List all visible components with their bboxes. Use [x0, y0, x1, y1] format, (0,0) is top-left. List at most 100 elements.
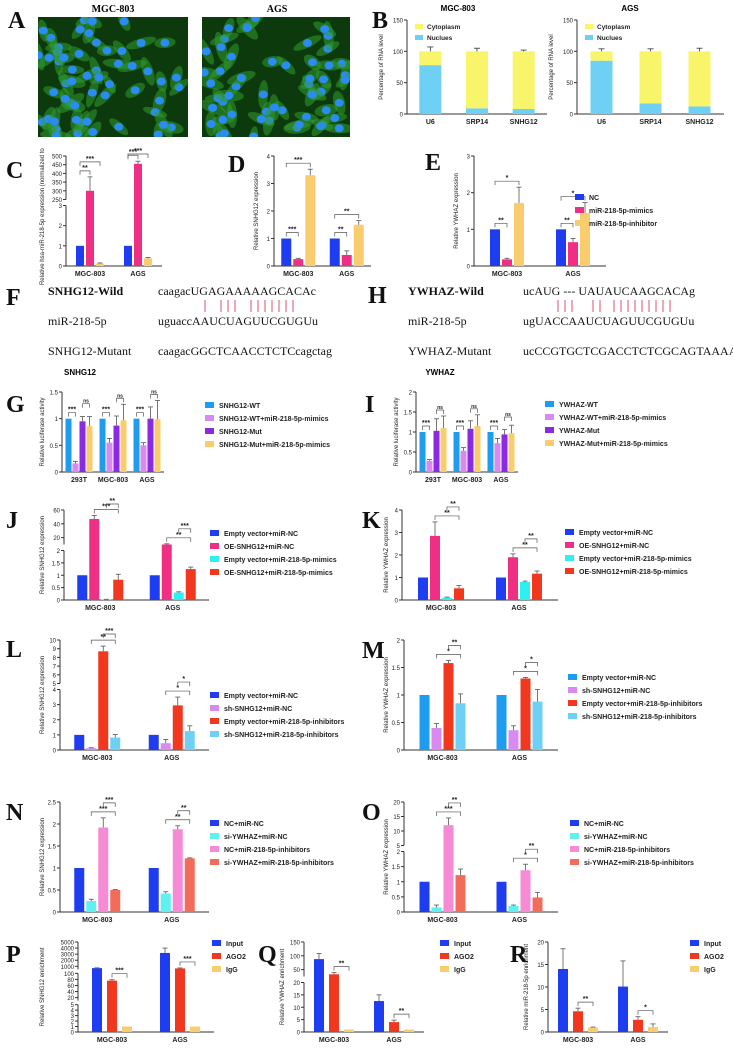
y-tick-label: 1.5 — [50, 391, 59, 397]
bar — [494, 443, 501, 472]
chart-g: 0 0.5 1 1.5 Relative luciferase activity 293T… — [40, 390, 164, 484]
bar — [532, 573, 542, 600]
bar — [89, 518, 100, 600]
legend-swatch — [575, 220, 584, 226]
x-tick-label: SNHG12 — [510, 119, 538, 126]
nucleus-stain — [330, 114, 340, 123]
y-tick-label: 450 — [52, 163, 63, 169]
bar — [106, 442, 113, 472]
bar — [374, 1001, 384, 1032]
legend-label: si-YWHAZ+miR-218-5p-inhibitors — [584, 860, 694, 867]
pairing-lines-h — [557, 300, 671, 312]
bar — [344, 1029, 354, 1032]
chart-title: MGC-803 — [440, 4, 476, 13]
bar — [148, 868, 159, 912]
significance-label: *** — [134, 148, 142, 155]
nucleus-stain — [202, 68, 209, 77]
legend-label: IgG — [454, 967, 466, 974]
bar — [110, 737, 121, 750]
y-tick-label: 4000 — [61, 947, 75, 953]
y-tick-label: 0 — [397, 911, 401, 917]
nucleus-stain — [38, 51, 43, 60]
significance-bracket — [512, 547, 538, 552]
bar — [99, 418, 106, 472]
bar — [86, 901, 97, 912]
legend-swatch — [415, 24, 423, 29]
significance-label: * — [644, 1005, 647, 1012]
y-tick-label: 2 — [467, 191, 471, 197]
y-tick-label: 0 — [57, 599, 61, 605]
panel-letter-a: A — [8, 8, 26, 34]
bar — [148, 734, 159, 750]
y-tick-label: 0 — [53, 749, 57, 755]
significance-bracket — [90, 811, 116, 816]
chart-b1: 0 50 100 150 Percentage of RNA level U6 SRP14 S… — [379, 19, 547, 126]
panel-letter-r: R — [510, 942, 528, 968]
legend-swatch — [212, 940, 221, 946]
y-tick-label: 50 — [566, 81, 573, 87]
nucleus-stain — [127, 62, 137, 71]
significance-label: ** — [522, 542, 528, 549]
significance-bracket — [525, 848, 538, 854]
legend: Empty vector+miR-NC sh-SNHG12+miR-NC Empty… — [568, 674, 702, 721]
significance-label: ns — [437, 405, 443, 411]
pairing-lines-f — [204, 300, 294, 312]
bar — [418, 577, 428, 600]
x-tick-label: SNHG12 — [685, 119, 713, 126]
legend-swatch — [210, 569, 219, 575]
legend-label: Empty vector+miR-NC — [582, 675, 656, 682]
legend-label: YWHAZ-Mut — [559, 428, 600, 435]
y-axis-label: Relative YWHAZ expression — [384, 517, 390, 593]
nucleus-stain — [320, 25, 330, 34]
legend: Input AGO2 IgG — [440, 940, 474, 974]
y-tick-label: 100 — [64, 972, 75, 978]
y-tick-label: 2 — [53, 718, 57, 724]
bar — [190, 1026, 200, 1032]
legend: Empty vector+miR-NC OE-SNHG12+miR-NC Empty… — [565, 529, 692, 576]
significance-label: ** — [82, 165, 88, 172]
legend-swatch — [210, 859, 219, 865]
bar — [160, 952, 170, 1032]
nucleus-stain — [102, 46, 112, 55]
y-axis-label: Relative miR-218-5p enrichment — [524, 944, 530, 1030]
legend: Empty vector+miR-NC OE-SNHG12+miR-NC Empty… — [210, 530, 337, 577]
y-tick-label: 350 — [52, 181, 63, 187]
significance-bracket — [334, 232, 348, 237]
y-tick-label: 60 — [67, 984, 74, 990]
significance-bracket — [577, 1001, 594, 1007]
bar — [618, 986, 628, 1032]
legend-label: si-YWHAZ+miR-NC — [584, 834, 648, 841]
legend: SNHG12-WT SNHG12-WT+miR-218-5p-mimics SNHG… — [205, 402, 330, 449]
x-tick-label: AGS — [630, 1037, 646, 1044]
y-tick-label: 0 — [541, 1031, 545, 1037]
significance-label: * — [506, 175, 509, 182]
y-axis-label: Relative YWHAZ expression — [384, 819, 390, 895]
x-tick-label: AGS — [386, 1037, 402, 1044]
y-tick-label: 1.5 — [52, 561, 61, 567]
significance-label: ** — [339, 961, 345, 968]
panel-letter-o: O — [362, 800, 381, 826]
y-tick-label: 10 — [393, 830, 400, 836]
significance-label: ** — [444, 510, 450, 517]
legend-swatch — [210, 846, 219, 852]
significance-label: ** — [176, 532, 182, 539]
bar — [76, 245, 84, 266]
legend-swatch — [690, 953, 699, 959]
x-tick-label: 293T — [71, 477, 88, 484]
bar — [512, 51, 535, 109]
x-tick-label: MGC-803 — [563, 1037, 593, 1044]
y-tick-label: 2 — [409, 391, 413, 397]
significance-bracket — [102, 633, 116, 638]
y-tick-label: 15 — [293, 993, 300, 999]
bar — [86, 748, 97, 750]
x-tick-label: SRP14 — [466, 119, 488, 126]
y-tick-label: 3 — [395, 531, 399, 537]
y-tick-label: 60 — [53, 509, 60, 515]
nucleus-stain — [59, 53, 69, 62]
y-tick-label: 5 — [397, 844, 401, 850]
significance-label: ** — [450, 501, 456, 508]
chart-n: 0 0.5 1 1.5 2 2.5 Relative SNHG12 expression MG… — [40, 797, 209, 924]
chart-i: 0 0.5 1 1.5 2 Relative luciferase activity 293… — [394, 391, 518, 484]
legend-label: Cytoplasm — [427, 24, 460, 31]
x-tick-label: AGS — [493, 477, 509, 484]
